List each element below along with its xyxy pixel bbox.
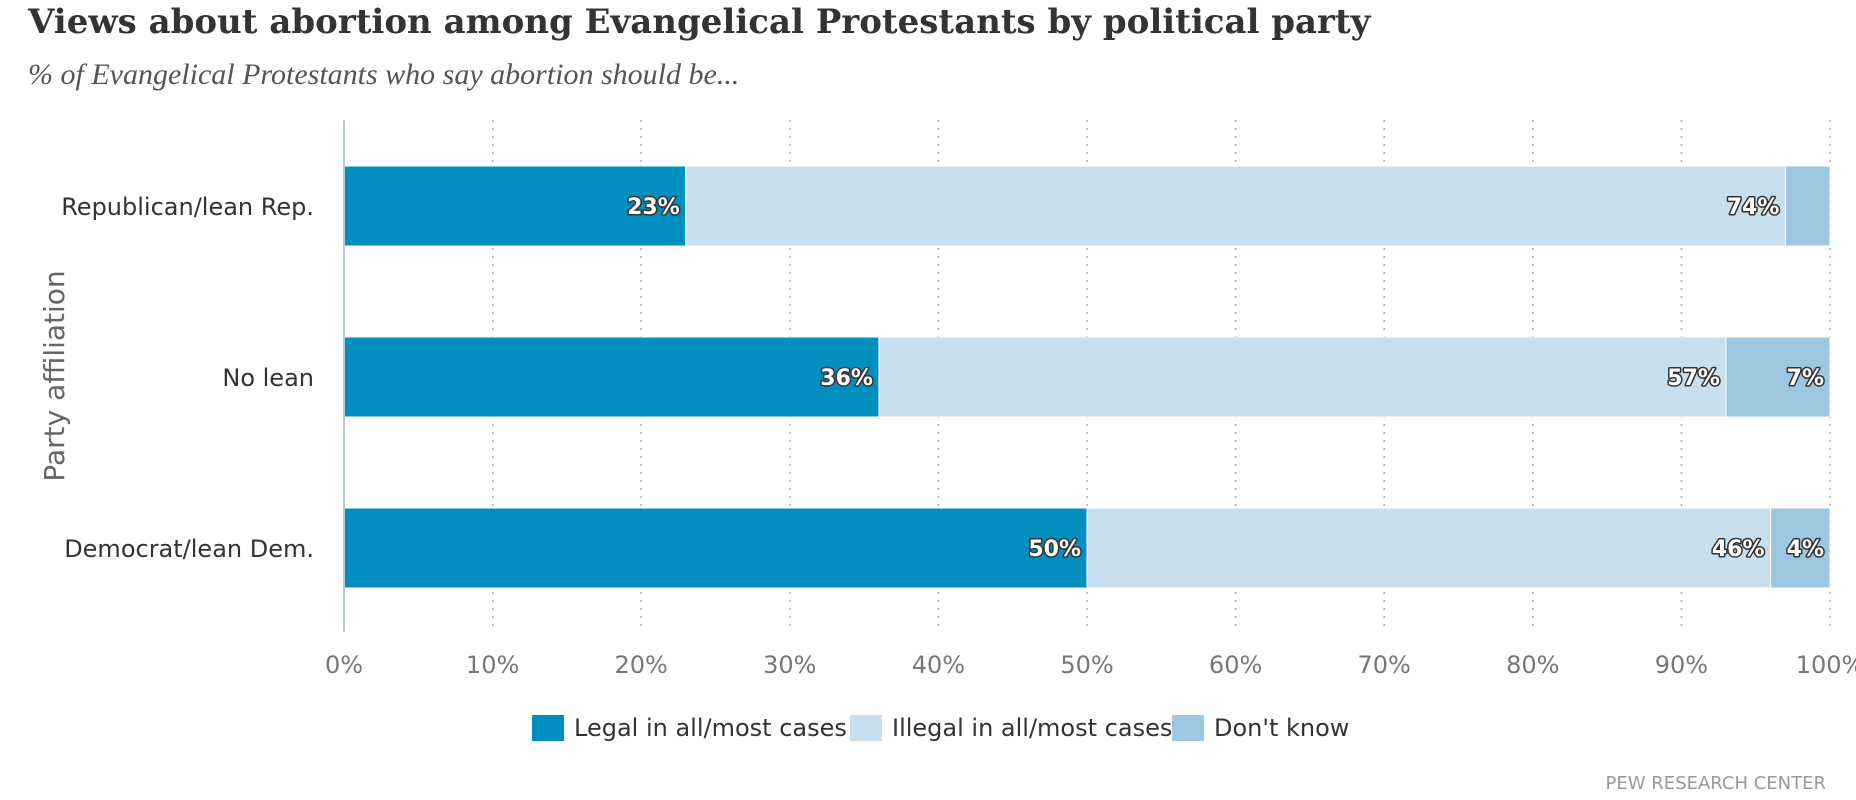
legend-label: Legal in all/most cases bbox=[574, 714, 847, 742]
bar-segment bbox=[685, 165, 1786, 247]
data-label: 74% bbox=[1727, 195, 1780, 220]
category-label: Republican/lean Rep. bbox=[61, 193, 314, 221]
data-label: 4% bbox=[1787, 537, 1824, 562]
data-label: 7% bbox=[1787, 366, 1824, 391]
category-label: Democrat/lean Dem. bbox=[64, 535, 314, 563]
legend: Legal in all/most cases Illegal in all/mo… bbox=[532, 714, 1349, 742]
data-labels: 23% 74% 36% 57% 7% 50% 46% 4% bbox=[626, 194, 1826, 564]
data-label: 50% bbox=[1028, 537, 1081, 562]
bar-segment bbox=[1770, 507, 1831, 589]
x-tick-label: 0% bbox=[325, 651, 363, 679]
x-tick-label: 20% bbox=[615, 651, 668, 679]
x-tick-label: 90% bbox=[1655, 651, 1708, 679]
axes: 0% 10% 20% 30% 40% 50% 60% 70% 80% 90% 100% Republi… bbox=[61, 120, 1856, 679]
x-tick-label: 100% bbox=[1796, 651, 1856, 679]
legend-label: Don't know bbox=[1214, 714, 1349, 742]
source-note: PEW RESEARCH CENTER bbox=[1605, 773, 1826, 794]
y-axis-title: Party affiliation bbox=[38, 270, 71, 481]
bar-segment bbox=[343, 336, 880, 418]
x-tick-label: 80% bbox=[1506, 651, 1559, 679]
data-label: 23% bbox=[627, 195, 680, 220]
chart-subtitle: % of Evangelical Protestants who say abo… bbox=[28, 58, 740, 91]
x-tick-label: 40% bbox=[912, 651, 965, 679]
legend-label: Illegal in all/most cases bbox=[892, 714, 1172, 742]
legend-swatch bbox=[850, 715, 882, 741]
legend-swatch bbox=[532, 715, 564, 741]
x-tick-label: 30% bbox=[763, 651, 816, 679]
bar-segment bbox=[343, 507, 1088, 589]
bar-segment bbox=[1086, 507, 1772, 589]
x-tick-label: 60% bbox=[1209, 651, 1262, 679]
data-label: 36% bbox=[820, 366, 873, 391]
chart-title: Views about abortion among Evangelical P… bbox=[28, 2, 1371, 42]
bar-segment bbox=[878, 336, 1727, 418]
x-tick-label: 50% bbox=[1060, 651, 1113, 679]
category-label: No lean bbox=[222, 364, 314, 392]
x-tick-label: 10% bbox=[466, 651, 519, 679]
bars bbox=[343, 165, 1831, 589]
bar-segment bbox=[1784, 165, 1831, 247]
x-tick-label: 70% bbox=[1358, 651, 1411, 679]
data-label: 46% bbox=[1712, 537, 1765, 562]
data-label: 57% bbox=[1667, 366, 1720, 391]
legend-swatch bbox=[1172, 715, 1204, 741]
bar-segment bbox=[1725, 336, 1831, 418]
